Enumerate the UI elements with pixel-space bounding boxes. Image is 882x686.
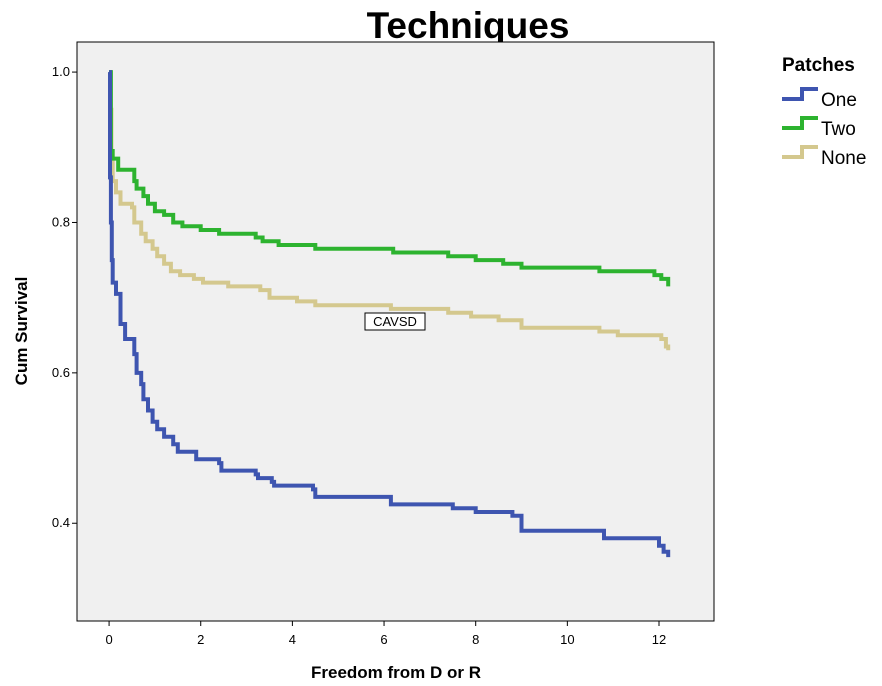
legend-swatch-two (782, 116, 818, 130)
x-tick-label: 2 (197, 632, 204, 647)
series-line-none (108, 70, 671, 351)
y-tick-label: 0.6 (52, 365, 70, 380)
x-axis-ticks: 0 2 4 6 8 10 12 (105, 621, 666, 647)
legend-title: Patches (782, 55, 855, 76)
x-axis-label: Freedom from D or R (311, 663, 481, 682)
y-tick-label: 0.8 (52, 214, 70, 229)
legend-label-two: Two (821, 119, 856, 140)
x-tick-label: 12 (652, 632, 666, 647)
series-line-one (108, 70, 671, 558)
x-tick-label: 6 (380, 632, 387, 647)
x-tick-label: 0 (105, 632, 112, 647)
legend-swatch-one (782, 87, 818, 101)
legend-label-one: One (821, 90, 857, 111)
legend-swatch-none (782, 145, 818, 159)
series-line-two (108, 70, 671, 287)
x-tick-label: 10 (560, 632, 574, 647)
y-tick-label: 0.4 (52, 515, 70, 530)
chart-title: Techniques (367, 5, 570, 46)
annotation-box (364, 312, 426, 331)
y-axis-ticks: 0.4 0.6 0.8 1.0 (52, 64, 77, 530)
annotation-label: CAVSD (373, 314, 417, 329)
legend: Patches One Two None (782, 55, 866, 169)
series-layer (108, 70, 671, 558)
x-tick-label: 4 (289, 632, 296, 647)
x-tick-label: 8 (472, 632, 479, 647)
y-axis-label: Cum Survival (12, 277, 31, 386)
legend-label-none: None (821, 148, 866, 169)
y-tick-label: 1.0 (52, 64, 70, 79)
annotation-cavsd: CAVSD (364, 312, 426, 331)
